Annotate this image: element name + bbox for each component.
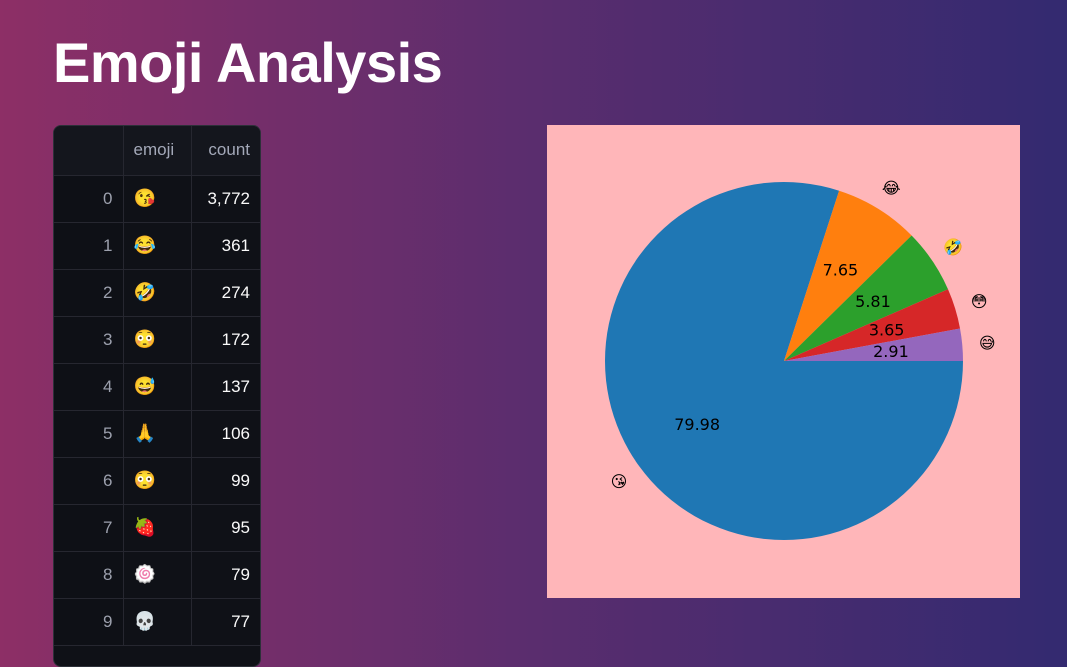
index-column-header[interactable] bbox=[54, 126, 124, 176]
count-cell[interactable]: 274 bbox=[191, 269, 260, 317]
row-index-cell[interactable]: 3 bbox=[54, 316, 124, 364]
emoji-cell[interactable]: 🙏 bbox=[123, 410, 192, 458]
count-cell[interactable]: 79 bbox=[191, 551, 260, 599]
count-column-header[interactable]: count bbox=[191, 126, 260, 176]
count-cell[interactable]: 99 bbox=[191, 457, 260, 505]
count-cell[interactable]: 172 bbox=[191, 316, 260, 364]
slice-category-label: 😂 bbox=[882, 178, 901, 197]
emoji-cell[interactable]: 😂 bbox=[123, 222, 192, 270]
row-index-cell[interactable]: 7 bbox=[54, 504, 124, 552]
row-index-cell[interactable]: 9 bbox=[54, 598, 124, 646]
count-cell[interactable]: 106 bbox=[191, 410, 260, 458]
row-index-cell[interactable]: 0 bbox=[54, 175, 124, 223]
row-index-cell[interactable]: 4 bbox=[54, 363, 124, 411]
table-row[interactable]: 5 🙏 106 bbox=[54, 410, 260, 458]
table-row[interactable]: 9 💀 77 bbox=[54, 598, 260, 646]
emoji-cell[interactable]: 😳 bbox=[123, 457, 192, 505]
row-index-cell[interactable]: 5 bbox=[54, 410, 124, 458]
count-cell[interactable]: 77 bbox=[191, 598, 260, 646]
emoji-column-header[interactable]: emoji bbox=[123, 126, 192, 176]
row-index-cell[interactable]: 1 bbox=[54, 222, 124, 270]
table-row[interactable]: 2 🤣 274 bbox=[54, 269, 260, 317]
pie-slice bbox=[784, 235, 949, 361]
count-cell[interactable]: 95 bbox=[191, 504, 260, 552]
table-row[interactable]: 3 😳 172 bbox=[54, 316, 260, 364]
row-index-cell[interactable]: 6 bbox=[54, 457, 124, 505]
table-row[interactable]: 6 😳 99 bbox=[54, 457, 260, 505]
table-row[interactable]: 8 🍥 79 bbox=[54, 551, 260, 599]
slice-value-label: 2.91 bbox=[873, 342, 909, 361]
table-row[interactable]: 4 😅 137 bbox=[54, 363, 260, 411]
emoji-cell[interactable]: 😅 bbox=[123, 363, 192, 411]
table-row[interactable]: 1 😂 361 bbox=[54, 222, 260, 270]
emoji-cell[interactable]: 😘 bbox=[123, 175, 192, 223]
row-index-cell[interactable]: 8 bbox=[54, 551, 124, 599]
slice-category-label: 😘 bbox=[611, 472, 628, 491]
slice-value-label: 5.81 bbox=[855, 292, 891, 311]
slice-category-label: 🤣 bbox=[942, 238, 963, 258]
slice-value-label: 3.65 bbox=[869, 321, 905, 340]
page-title: Emoji Analysis bbox=[53, 31, 443, 94]
emoji-cell[interactable]: 🍥 bbox=[123, 551, 192, 599]
slice-category-label: 😳 bbox=[971, 292, 988, 311]
pie-slice bbox=[784, 328, 963, 361]
emoji-cell[interactable]: 🍓 bbox=[123, 504, 192, 552]
pie-slice bbox=[784, 190, 912, 361]
slice-category-label: 😅 bbox=[979, 333, 996, 352]
emoji-cell[interactable]: 😳 bbox=[123, 316, 192, 364]
emoji-dataframe[interactable]: emoji count 0 😘 3,772 1 😂 361 2 🤣 274 3 😳 172 4 😅 137 5… bbox=[53, 125, 261, 667]
table-header-row: emoji count bbox=[54, 126, 260, 176]
slice-value-label: 7.65 bbox=[823, 261, 859, 280]
table-row[interactable]: 0 😘 3,772 bbox=[54, 175, 260, 223]
emoji-cell[interactable]: 🤣 bbox=[123, 269, 192, 317]
count-cell[interactable]: 3,772 bbox=[191, 175, 260, 223]
pie-chart-svg: 79.98 😘 7.65 😂 5.81 🤣 3.65 😳 2.91 😅 bbox=[605, 178, 996, 540]
pie-slice bbox=[784, 289, 961, 361]
count-cell[interactable]: 361 bbox=[191, 222, 260, 270]
row-index-cell[interactable]: 2 bbox=[54, 269, 124, 317]
slice-value-label: 79.98 bbox=[674, 415, 720, 434]
table-row[interactable]: 7 🍓 95 bbox=[54, 504, 260, 552]
emoji-cell[interactable]: 💀 bbox=[123, 598, 192, 646]
emoji-pie-chart: 79.98 😘 7.65 😂 5.81 🤣 3.65 😳 2.91 😅 bbox=[547, 125, 1020, 598]
count-cell[interactable]: 137 bbox=[191, 363, 260, 411]
